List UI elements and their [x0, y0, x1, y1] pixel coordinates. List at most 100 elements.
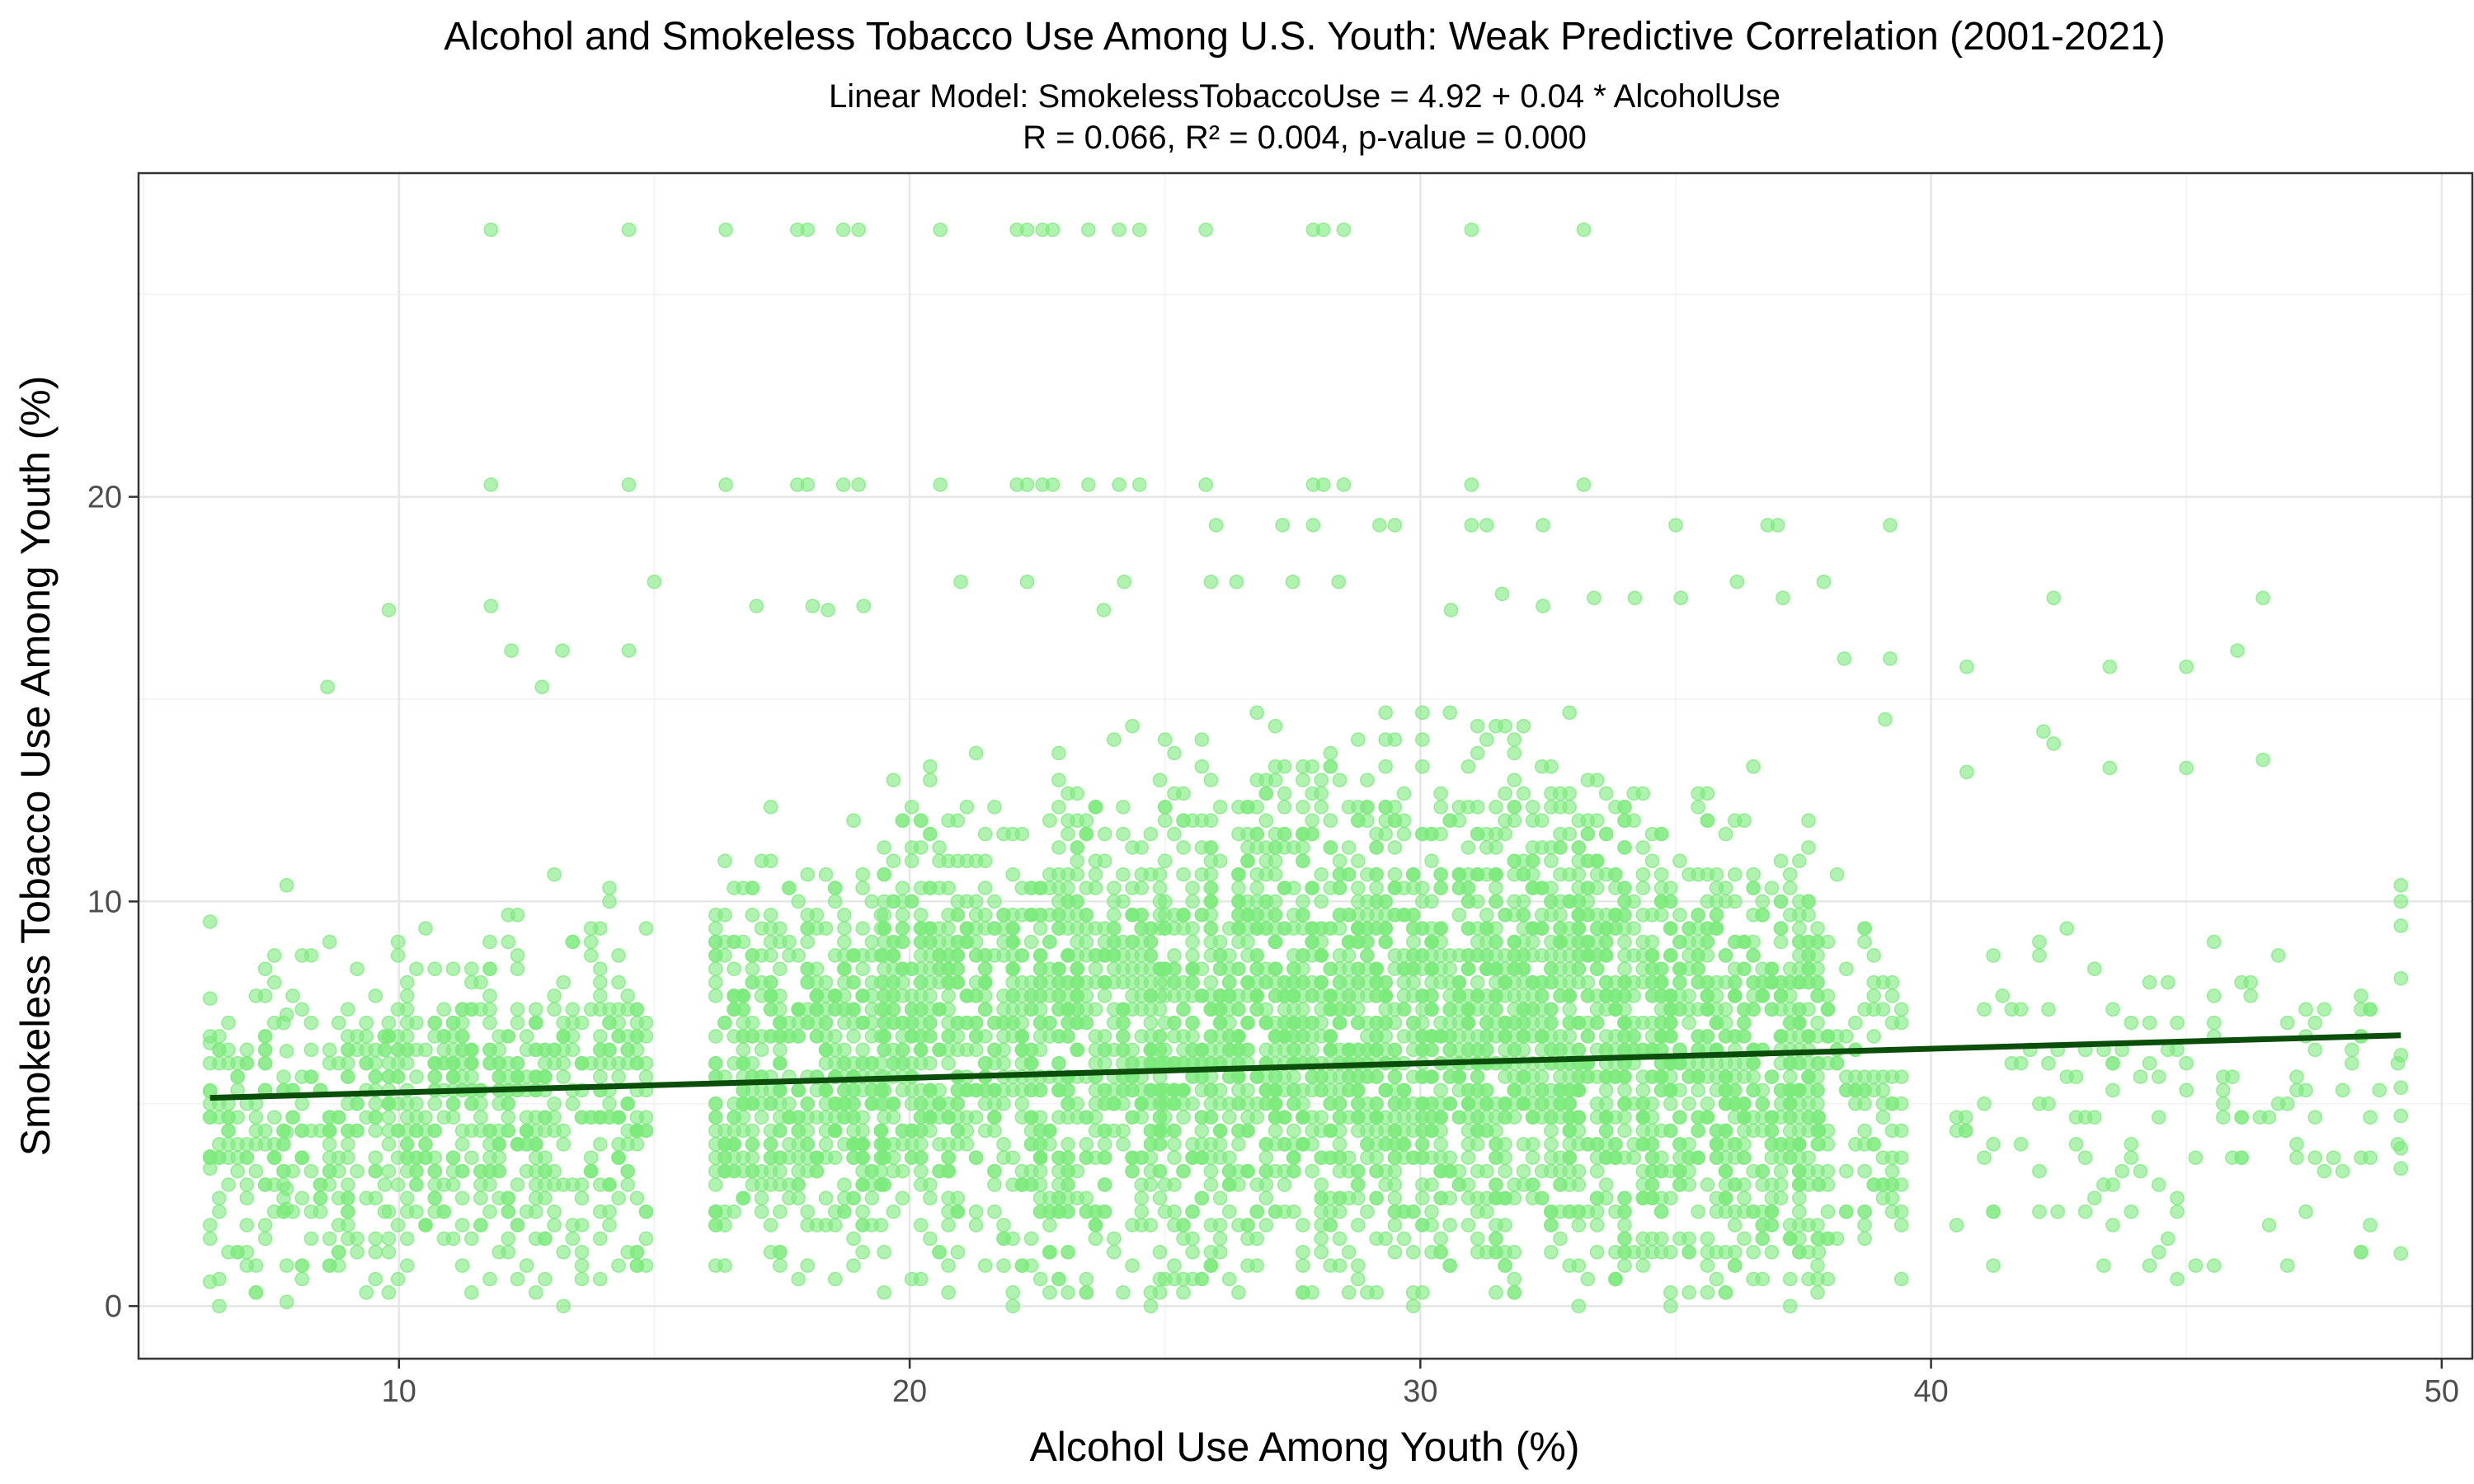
data-point [904, 1271, 920, 1287]
data-point [399, 1042, 415, 1058]
data-point [1415, 1150, 1430, 1165]
data-point [1598, 1150, 1614, 1165]
data-point [1617, 800, 1632, 815]
data-point [1143, 1042, 1159, 1058]
data-point [1829, 866, 1845, 882]
data-point [1231, 881, 1246, 895]
data-point [1107, 1231, 1122, 1247]
data-point [2096, 1258, 2111, 1273]
data-point [1442, 705, 1457, 721]
data-point [1396, 974, 1412, 990]
data-point [1653, 1163, 1669, 1179]
data-point [1451, 1042, 1467, 1058]
data-point [482, 1042, 497, 1058]
data-point [708, 974, 723, 990]
data-point [1635, 1082, 1651, 1098]
data-point [923, 1190, 938, 1206]
data-point [1489, 866, 1503, 882]
data-point [913, 1163, 929, 1179]
data-point [1746, 1082, 1761, 1098]
data-point [1498, 1163, 1512, 1179]
data-point [399, 989, 415, 1003]
data-point [1240, 800, 1255, 815]
data-point [1314, 1150, 1329, 1165]
data-point [1507, 1271, 1522, 1287]
data-point [1203, 1218, 1219, 1233]
data-point [904, 853, 920, 869]
data-point [1231, 866, 1246, 882]
data-point [1258, 1177, 1274, 1192]
data-point [381, 1163, 397, 1179]
data-point [904, 1137, 920, 1152]
data-point [1042, 1245, 1057, 1260]
data-point [1507, 1097, 1522, 1111]
data-point [1681, 1285, 1696, 1300]
data-point [1286, 840, 1301, 855]
data-point [1544, 1218, 1559, 1233]
data-point [602, 881, 617, 895]
data-point [1369, 840, 1384, 855]
data-point [1167, 1271, 1182, 1287]
data-point [2234, 1110, 2249, 1125]
data-point [855, 1015, 870, 1031]
data-point [877, 1177, 891, 1192]
data-point [501, 1123, 516, 1139]
data-point [809, 1163, 825, 1179]
data-point [1653, 1015, 1669, 1031]
data-point [1042, 1285, 1057, 1300]
data-point [202, 1231, 218, 1247]
data-point [2316, 1002, 2332, 1017]
data-point [1460, 1218, 1476, 1233]
data-point [445, 961, 461, 976]
data-point [2152, 1245, 2166, 1260]
data-point [1525, 1082, 1540, 1098]
data-point [1470, 718, 1485, 734]
data-point [1516, 1069, 1531, 1084]
data-point [932, 1163, 947, 1179]
data-point [913, 1150, 929, 1165]
data-point [1489, 840, 1503, 855]
data-point [1589, 1002, 1605, 1017]
data-point [2041, 1055, 2056, 1071]
data-point [1332, 1069, 1348, 1084]
data-point [1332, 1258, 1348, 1273]
data-point [886, 1097, 901, 1111]
data-point [1415, 826, 1430, 842]
data-point [1268, 840, 1283, 855]
data-point [923, 1015, 938, 1031]
data-point [1051, 1082, 1066, 1098]
data-point [2077, 1150, 2093, 1165]
data-point [266, 1110, 282, 1125]
data-point [1498, 786, 1512, 801]
data-point [1305, 813, 1319, 829]
data-point [464, 1150, 479, 1165]
data-point [368, 1123, 383, 1139]
data-point [409, 1069, 424, 1084]
data-point [736, 1015, 750, 1031]
data-point [547, 1204, 562, 1219]
data-point [565, 1042, 581, 1058]
data-point [565, 1002, 581, 1017]
data-point [547, 866, 562, 882]
data-point [1396, 1123, 1412, 1139]
data-point [1088, 866, 1103, 882]
data-point [1051, 974, 1066, 990]
data-point [800, 1258, 815, 1273]
data-point [1728, 974, 1743, 990]
data-point [1811, 1245, 1827, 1260]
data-point [1709, 1150, 1724, 1165]
data-point [1792, 853, 1807, 869]
data-point [913, 908, 929, 923]
data-point [1617, 1231, 1632, 1247]
data-point [473, 1177, 488, 1192]
data-point [1562, 800, 1577, 815]
data-point [445, 1029, 461, 1044]
data-point [791, 1137, 806, 1152]
data-point [950, 1097, 966, 1111]
data-point [519, 1204, 534, 1219]
data-point [727, 1123, 741, 1139]
data-point [1755, 989, 1770, 1003]
data-point [941, 1042, 956, 1058]
data-point [773, 1042, 788, 1058]
data-point [1249, 1069, 1264, 1084]
